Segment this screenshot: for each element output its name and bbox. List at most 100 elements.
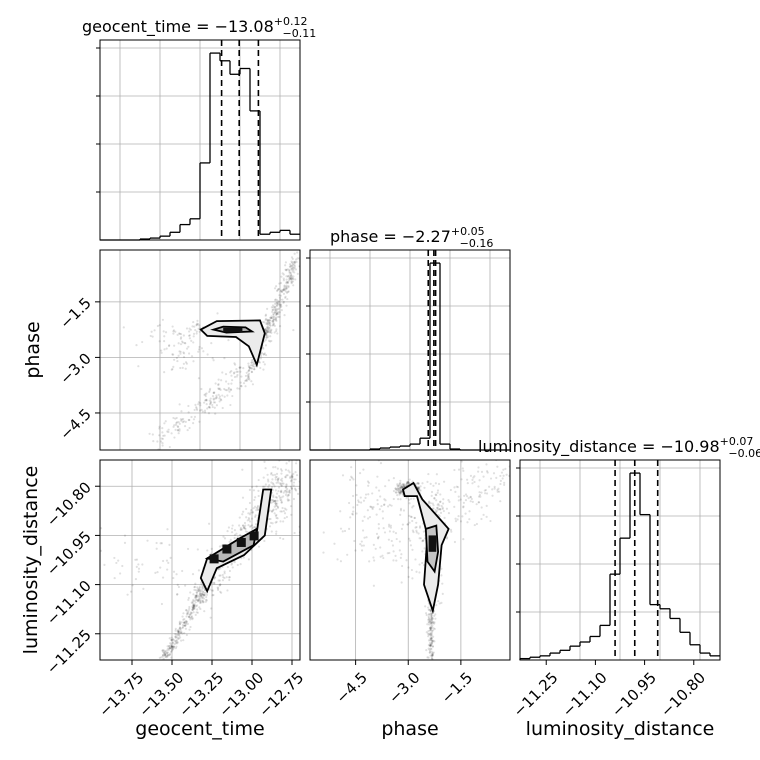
sample-point bbox=[489, 477, 493, 480]
sample-point bbox=[291, 264, 294, 267]
sample-point bbox=[279, 303, 283, 306]
sample-point bbox=[179, 627, 182, 630]
sample-point bbox=[205, 398, 208, 401]
sample-point bbox=[130, 590, 133, 593]
sample-point bbox=[275, 508, 278, 511]
sample-point bbox=[431, 502, 434, 505]
sample-point bbox=[219, 583, 222, 586]
sample-point bbox=[274, 318, 278, 321]
sample-point bbox=[201, 599, 204, 603]
sample-point bbox=[180, 410, 183, 413]
sample-point bbox=[176, 428, 179, 432]
x-tick-label: −11.25 bbox=[510, 669, 562, 721]
sample-point bbox=[214, 382, 217, 385]
sample-point bbox=[270, 499, 273, 502]
sample-point bbox=[397, 488, 400, 492]
sample-point bbox=[213, 581, 216, 584]
sample-point bbox=[433, 497, 436, 500]
sample-point bbox=[167, 663, 169, 665]
sample-point bbox=[426, 632, 430, 635]
sample-point bbox=[431, 617, 434, 620]
sample-point bbox=[274, 298, 277, 301]
sample-point bbox=[275, 472, 279, 475]
sample-point bbox=[502, 468, 505, 471]
sample-point bbox=[162, 654, 165, 657]
sample-point bbox=[440, 574, 443, 577]
sample-point bbox=[265, 334, 268, 337]
sample-point bbox=[248, 518, 251, 521]
sample-point bbox=[431, 622, 434, 625]
sample-point bbox=[375, 486, 378, 489]
sample-point bbox=[421, 550, 424, 553]
sample-point bbox=[349, 516, 352, 519]
sample-point bbox=[411, 506, 414, 509]
sample-point bbox=[184, 624, 187, 627]
sample-point bbox=[202, 401, 206, 404]
sample-point bbox=[165, 559, 169, 562]
sample-point bbox=[224, 380, 228, 383]
sample-point bbox=[172, 329, 176, 332]
phase-ylabel: phase bbox=[22, 321, 44, 378]
sample-point bbox=[280, 308, 283, 312]
sample-point bbox=[274, 504, 277, 507]
sample-point bbox=[376, 503, 379, 506]
sample-point bbox=[485, 504, 488, 507]
sample-point bbox=[163, 371, 166, 374]
sample-point bbox=[273, 311, 276, 314]
sample-point bbox=[400, 527, 404, 531]
sample-point bbox=[169, 646, 172, 649]
sample-point bbox=[426, 480, 429, 483]
sample-point bbox=[188, 337, 191, 340]
sample-point bbox=[241, 468, 244, 471]
sample-point bbox=[176, 333, 179, 336]
sample-point bbox=[189, 625, 192, 629]
sample-point bbox=[270, 471, 273, 475]
sample-point bbox=[430, 642, 433, 645]
sample-point bbox=[253, 525, 256, 529]
sample-point bbox=[272, 495, 275, 499]
sample-point bbox=[236, 373, 239, 377]
sample-point bbox=[211, 594, 214, 597]
sample-point bbox=[301, 467, 303, 469]
sample-point bbox=[223, 570, 226, 573]
sample-point bbox=[276, 467, 279, 470]
sample-point bbox=[197, 327, 200, 330]
sample-point bbox=[279, 468, 283, 471]
sample-point bbox=[210, 552, 213, 555]
sample-point bbox=[187, 418, 190, 422]
sample-point bbox=[400, 485, 404, 488]
sample-point bbox=[167, 428, 170, 431]
sample-point bbox=[400, 553, 403, 556]
sample-point bbox=[230, 527, 234, 530]
sample-point bbox=[279, 491, 283, 494]
sample-point bbox=[175, 573, 178, 576]
sample-point bbox=[290, 280, 293, 283]
sample-point bbox=[454, 490, 457, 493]
sample-point bbox=[293, 260, 297, 263]
sample-point bbox=[178, 634, 181, 637]
sample-point bbox=[174, 647, 177, 650]
sample-point bbox=[159, 566, 162, 569]
sample-point bbox=[364, 496, 367, 499]
sample-point bbox=[197, 401, 200, 404]
sample-point bbox=[400, 484, 403, 487]
sample-point bbox=[223, 572, 226, 575]
sample-point bbox=[399, 487, 402, 490]
sample-point bbox=[187, 598, 190, 601]
sample-point bbox=[427, 616, 430, 619]
sample-point bbox=[285, 304, 288, 307]
sample-point bbox=[359, 496, 362, 499]
sample-point bbox=[177, 425, 180, 429]
sample-point bbox=[166, 654, 169, 657]
sample-point bbox=[272, 319, 275, 322]
sample-point bbox=[397, 484, 400, 487]
density-peak bbox=[249, 531, 259, 541]
sample-point bbox=[184, 361, 188, 364]
sample-point bbox=[372, 584, 375, 587]
sample-point bbox=[265, 332, 268, 335]
sample-point bbox=[254, 523, 258, 526]
sample-point bbox=[283, 512, 287, 515]
sample-point bbox=[198, 345, 201, 349]
sample-point bbox=[401, 485, 405, 488]
sample-point bbox=[429, 637, 432, 640]
